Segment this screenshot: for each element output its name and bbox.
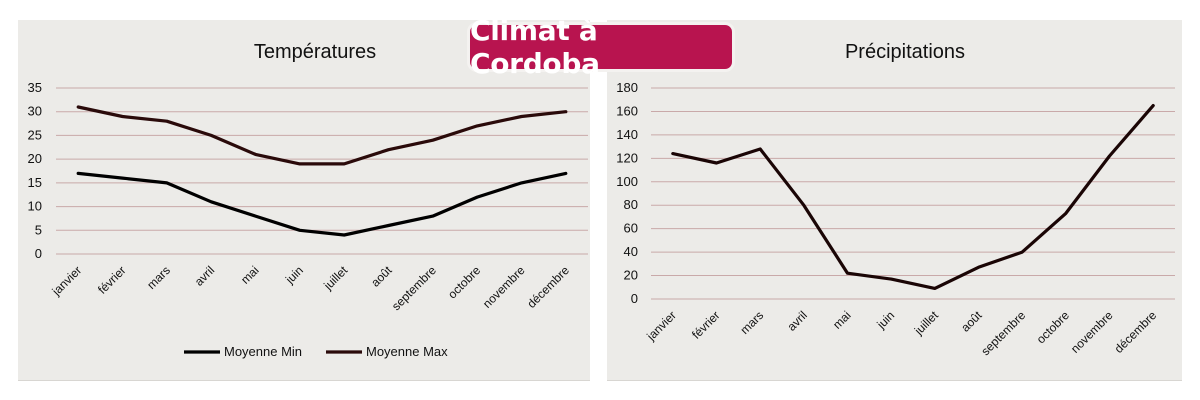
temperature-x-tick-label: février [95,263,128,296]
precipitation-x-tick-label: février [689,308,722,341]
precipitation-data-point [671,152,675,155]
precipitation-x-tick-label: octobre [1034,308,1072,346]
legend-label-0: Moyenne Min [224,344,302,359]
temperature-data-point [387,224,390,227]
temperature-data-point [254,153,257,156]
precipitation-data-point [1020,250,1024,254]
temperature-x-tick-label: mars [144,263,173,292]
temperature-chart-title: Températures [254,41,376,63]
precipitation-x-tick-label: août [958,308,985,335]
precipitation-y-tick-label: 100 [616,174,638,189]
temperature-y-tick-label: 5 [35,222,42,237]
temperature-data-point [387,148,390,151]
temperature-y-tick-label: 20 [28,151,42,166]
precipitation-data-point [715,161,718,165]
temperature-data-point [298,162,302,166]
precipitation-x-tick-label: mai [830,308,854,332]
temperature-y-tick-label: 35 [28,80,42,95]
precipitation-x-tick-label: septembre [978,308,1028,358]
temperature-x-tick-label: septembre [389,263,439,313]
temperature-data-point [209,200,213,204]
precipitation-x-tick-label: janvier [643,308,679,344]
temperature-y-tick-label: 0 [35,246,42,261]
temperature-data-point [520,115,523,118]
precipitation-y-tick-label: 180 [616,80,638,95]
precipitation-series-line-0 [671,103,1155,290]
temperature-series-line-0 [76,171,568,237]
precipitation-x-tick-label: novembre [1068,308,1116,356]
temperature-x-tick-label: octobre [445,263,483,301]
precipitation-x-tick-label: juillet [911,308,941,338]
temperature-data-point [165,181,169,185]
precipitation-data-point [846,272,849,275]
legend-label-1: Moyenne Max [366,344,448,359]
temperature-data-point [76,172,80,175]
temperature-data-point [431,138,435,142]
precipitation-x-tick-label: mars [738,308,767,337]
temperature-x-tick-label: juillet [320,263,350,293]
precipitation-data-point [977,266,980,269]
precipitation-chart: Précipitations 0 20 40 60 80 100 120 140 160 180 ja… [616,41,1175,358]
temperature-data-point [121,176,124,180]
precipitation-data-point [933,287,937,290]
temperature-x-tick-label: mai [238,263,262,287]
temperature-data-point [342,162,346,166]
temperature-x-tick-label: décembre [524,263,572,311]
precipitation-data-point [889,277,893,281]
precipitation-y-tick-label: 20 [624,268,638,283]
precipitation-y-tick-label: 140 [616,127,638,142]
precipitation-data-point [758,147,762,151]
temperature-data-point [121,115,124,118]
page-title-badge: Climat à Cordoba [467,14,735,80]
temperature-data-point [431,214,435,218]
temperature-data-point [165,120,169,123]
temperature-y-tick-label: 30 [28,104,42,119]
temperature-data-point [564,172,568,175]
precipitation-y-tick-label: 160 [616,103,638,118]
temperature-data-point [520,181,523,185]
temperature-x-tick-label: janvier [49,263,85,299]
precipitation-x-tick-label: décembre [1112,308,1160,356]
temperature-y-tick-label: 25 [28,127,42,142]
precipitation-y-tick-label: 60 [624,221,638,236]
temperature-chart: Températures 0 5 10 15 20 25 30 35 janvier février… [28,41,588,359]
temperature-data-point [342,233,346,237]
temperature-data-point [209,134,213,137]
precipitation-y-tick-label: 40 [624,244,638,259]
precipitation-y-tick-label: 0 [631,291,638,306]
precipitation-data-point [802,204,806,207]
temperature-data-point [475,124,479,128]
temperature-data-point [76,105,80,109]
precipitation-x-tick-label: avril [784,308,809,333]
temperature-chart-panel: Températures 0 5 10 15 20 25 30 35 janvier février… [18,20,590,380]
precipitation-x-tick-label: juin [873,308,897,332]
precipitation-chart-title: Précipitations [845,41,965,63]
precipitation-data-point [1108,154,1111,158]
temperature-x-tick-label: juin [282,263,306,287]
precipitation-chart-panel: Précipitations 0 20 40 60 80 100 120 140 160 180 ja… [607,20,1182,380]
precipitation-y-tick-label: 80 [624,197,638,212]
temperature-series-line-1 [76,105,568,166]
temperature-data-point [475,195,479,199]
precipitation-data-point [1151,104,1155,107]
temperature-x-tick-label: avril [192,263,217,288]
temperature-data-point [254,214,257,218]
temperature-data-point [564,110,568,113]
temperature-y-tick-label: 10 [28,199,42,214]
temperature-x-tick-label: novembre [480,263,528,311]
temperature-y-tick-label: 15 [28,175,42,190]
precipitation-y-tick-label: 120 [616,150,638,165]
temperature-x-tick-label: août [368,263,395,290]
precipitation-data-point [1064,212,1068,215]
temperature-data-point [298,229,302,232]
